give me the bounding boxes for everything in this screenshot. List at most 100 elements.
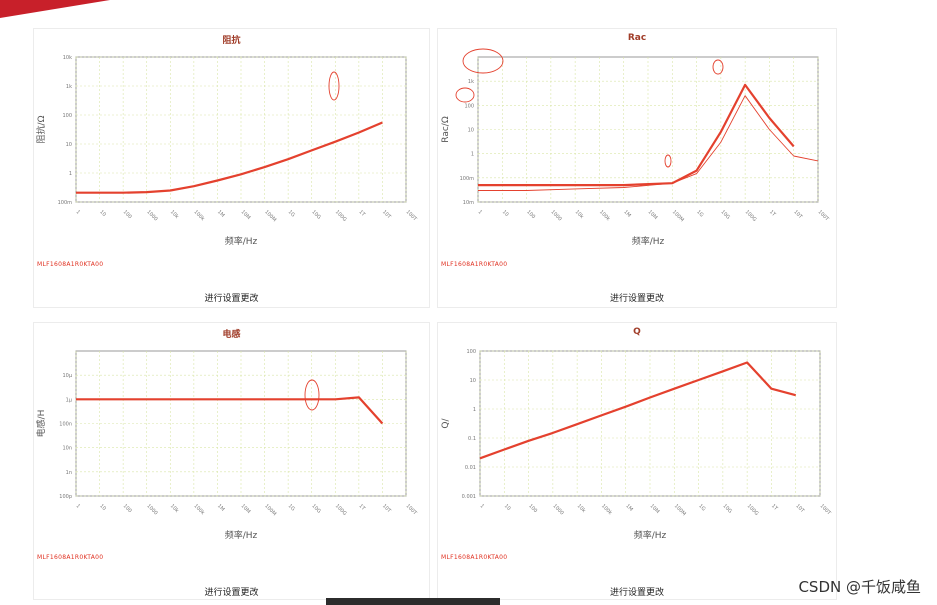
- x-tick-label: 1G: [695, 209, 704, 218]
- x-tick-label: 100M: [671, 209, 685, 223]
- rac-chart: 1 10 100 1000 10k 100k 1M 10M 100M 1G 10G 100G 1T 10T…: [441, 48, 831, 247]
- x-tick-label: 1000: [551, 503, 564, 516]
- x-tick-label: 10G: [310, 503, 322, 515]
- x-tick-label: 100k: [192, 209, 205, 222]
- x-tick-label: 100: [122, 503, 133, 514]
- y-tick-label: 10μ: [62, 373, 72, 379]
- y-tick-label: 10: [470, 378, 476, 384]
- x-tick-label: 1: [75, 503, 81, 509]
- x-tick-label: 10T: [381, 209, 393, 221]
- chart-title: Rac: [627, 33, 647, 43]
- x-tick-label: 100M: [673, 503, 687, 517]
- x-tick-label: 10k: [169, 503, 180, 514]
- impedance-panel: 阻抗 1 10 100 1000 10k 100k 1M 10M 100M 1G 10G 100G 1T…: [33, 28, 430, 308]
- y-tick-label: 100: [62, 113, 72, 119]
- apply-settings-link[interactable]: 进行设置更改: [204, 588, 259, 598]
- part-number: MLF1608A1R0KTA00: [441, 261, 508, 268]
- x-tick-label: 100M: [263, 503, 277, 517]
- apply-settings-link[interactable]: 进行设置更改: [204, 294, 259, 304]
- annotation-circle: [455, 87, 475, 103]
- x-tick-label: 1G: [287, 209, 296, 218]
- x-tick-label: 1G: [697, 503, 706, 512]
- part-number: MLF1608A1R0KTA00: [441, 554, 508, 561]
- x-tick-label: 1G: [287, 503, 296, 512]
- x-tick-label: 10M: [649, 503, 661, 515]
- annotation-circle: [304, 379, 320, 411]
- x-tick-label: 1M: [216, 503, 226, 513]
- x-tick-label: 100T: [819, 503, 833, 517]
- x-tick-label: 100T: [405, 503, 419, 517]
- y-tick-label: 10m: [463, 200, 474, 206]
- y-tick-label: 1k: [468, 79, 474, 85]
- x-tick-label: 1: [479, 503, 485, 509]
- x-tick-label: 10M: [240, 209, 252, 221]
- x-tick-label: 10: [503, 503, 512, 512]
- annotation-circle: [462, 48, 504, 74]
- apply-settings-link[interactable]: 进行设置更改: [609, 588, 664, 598]
- y-axis-label: 电感/H: [35, 410, 47, 438]
- x-tick-label: 10G: [721, 503, 733, 515]
- x-tick-label: 10: [98, 209, 107, 218]
- x-tick-label: 100G: [334, 209, 348, 223]
- x-tick-label: 10k: [574, 209, 585, 220]
- x-tick-label: 1000: [145, 503, 158, 516]
- x-tick-label: 100T: [817, 209, 831, 223]
- part-number: MLF1608A1R0KTA00: [37, 554, 104, 561]
- x-tick-label: 10T: [792, 209, 804, 221]
- x-tick-label: 1T: [357, 209, 366, 218]
- x-axis-label: 频率/Hz: [634, 529, 667, 541]
- chart-title: Q: [633, 327, 641, 337]
- q-chart: 1 10 100 1000 10k 100k 1M 10M 100M 1G 10G 100G 1T 10T…: [441, 349, 833, 541]
- y-tick-label: 0.1: [468, 436, 476, 442]
- annotation-circle: [328, 71, 340, 101]
- y-tick-label: 100m: [58, 200, 73, 206]
- x-tick-label: 1000: [145, 209, 158, 222]
- x-tick-label: 10G: [310, 209, 322, 221]
- series-line: [76, 396, 384, 425]
- series-line: [478, 95, 819, 191]
- x-axis-label: 频率/Hz: [225, 235, 258, 247]
- x-tick-label: 100M: [263, 209, 277, 223]
- y-tick-label: 1n: [66, 470, 72, 476]
- y-tick-label: 1k: [66, 84, 72, 90]
- y-tick-label: 100: [464, 103, 474, 109]
- apply-settings-link[interactable]: 进行设置更改: [609, 294, 664, 304]
- series-line: [76, 121, 383, 194]
- x-tick-label: 10: [98, 503, 107, 512]
- x-tick-label: 1M: [216, 209, 226, 219]
- x-tick-label: 10T: [381, 503, 393, 515]
- series-line: [478, 83, 795, 187]
- annotation-circle: [664, 154, 672, 168]
- x-tick-label: 100G: [334, 503, 348, 517]
- y-tick-label: 100m: [460, 176, 475, 182]
- x-tick-label: 100T: [405, 209, 419, 223]
- y-tick-label: 1: [69, 171, 72, 177]
- x-tick-label: 100G: [744, 209, 758, 223]
- x-tick-label: 10M: [647, 209, 659, 221]
- x-tick-label: 1T: [357, 503, 366, 512]
- x-axis-label: 频率/Hz: [632, 235, 665, 247]
- x-tick-label: 1T: [770, 503, 779, 512]
- chart-title: 阻抗: [222, 36, 241, 46]
- top-left-banner: [0, 0, 110, 18]
- q-panel: Q 1 10 100 1000 10k 100k 1M 10M 100M 1G 10G 100G 1T 1…: [437, 322, 837, 600]
- y-tick-label: 100p: [59, 494, 72, 500]
- watermark: CSDN @千饭咸鱼: [798, 578, 921, 596]
- chart-title: 电感: [222, 330, 241, 340]
- x-tick-label: 10G: [719, 209, 731, 221]
- y-tick-label: 0.001: [462, 494, 476, 500]
- x-tick-label: 100G: [746, 503, 760, 517]
- inductance-panel: 电感 1 10 100 1000 10k 100k 1M 10M 100M 1G 10G 100G 1T…: [33, 322, 430, 600]
- y-axis-label: Q/: [441, 417, 451, 428]
- x-tick-label: 100: [122, 209, 133, 220]
- x-tick-label: 1T: [768, 209, 777, 218]
- x-tick-label: 100k: [598, 209, 611, 222]
- y-tick-label: 1μ: [66, 397, 73, 403]
- x-tick-label: 1M: [624, 503, 634, 513]
- x-tick-label: 10k: [576, 503, 587, 514]
- x-tick-label: 1: [75, 209, 81, 215]
- y-tick-label: 10: [66, 142, 72, 148]
- x-tick-label: 100k: [192, 503, 205, 516]
- annotation-circle: [712, 59, 724, 75]
- y-tick-label: 10: [468, 128, 474, 134]
